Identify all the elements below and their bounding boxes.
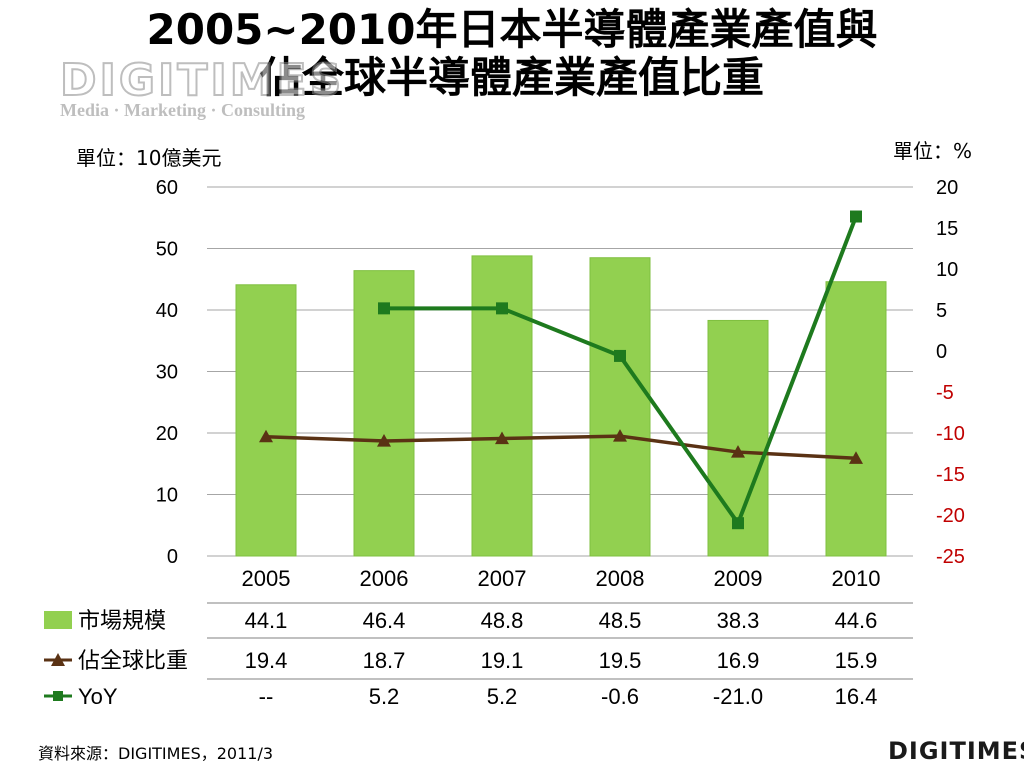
table-value: 19.4 bbox=[245, 648, 288, 673]
bar bbox=[589, 257, 651, 557]
share-marker bbox=[377, 433, 391, 447]
share-marker bbox=[731, 445, 745, 458]
left-tick-label: 60 bbox=[156, 177, 178, 199]
table-value: 46.4 bbox=[363, 608, 406, 633]
share-marker bbox=[849, 451, 863, 464]
chart-title-line-2: 佔全球半導體產業產值比重 bbox=[259, 53, 764, 102]
table-value: -0.6 bbox=[601, 684, 639, 709]
yoy-marker bbox=[378, 302, 390, 315]
legend-label: 佔全球比重 bbox=[78, 648, 188, 673]
table-value: 5.2 bbox=[369, 684, 400, 709]
watermark-logo: DIGITIMES bbox=[59, 55, 345, 106]
legend-label: YoY bbox=[78, 684, 118, 709]
table-value: -- bbox=[259, 684, 274, 709]
left-axis-unit: 單位：10億美元 bbox=[76, 146, 222, 170]
legend-label: 市場規模 bbox=[78, 608, 166, 633]
brand-logo: DIGITIMES bbox=[888, 737, 1024, 765]
table-value: 44.6 bbox=[835, 608, 878, 633]
right-tick-label: -25 bbox=[936, 546, 965, 568]
share-line bbox=[265, 434, 857, 460]
yoy-marker bbox=[850, 210, 862, 223]
right-axis-unit: 單位：% bbox=[893, 139, 973, 163]
table-value: 5.2 bbox=[487, 684, 518, 709]
category-label: 2006 bbox=[360, 566, 409, 591]
bar bbox=[707, 319, 769, 557]
category-label: 2009 bbox=[714, 566, 763, 591]
left-tick-label: 10 bbox=[156, 485, 178, 507]
share-marker bbox=[613, 429, 627, 442]
category-label: 2005 bbox=[242, 566, 291, 591]
table-value: -21.0 bbox=[713, 684, 763, 709]
bar bbox=[825, 281, 887, 557]
table-value: 44.1 bbox=[245, 608, 288, 633]
legend-key-bar bbox=[44, 611, 72, 629]
right-tick-label: 10 bbox=[936, 259, 958, 281]
bar bbox=[471, 255, 533, 557]
chart-title-line-1: 2005~2010年日本半導體產業產值與 bbox=[146, 5, 878, 54]
right-tick-label: 15 bbox=[936, 218, 958, 240]
bar bbox=[353, 270, 415, 557]
table-value: 15.9 bbox=[835, 648, 878, 673]
source-note: 資料來源：DIGITIMES，2011/3 bbox=[38, 744, 274, 763]
table-value: 16.9 bbox=[717, 648, 760, 673]
left-tick-label: 40 bbox=[156, 300, 178, 322]
right-tick-label: -15 bbox=[936, 464, 965, 486]
legend-marker-share bbox=[51, 653, 65, 666]
yoy-marker bbox=[496, 302, 508, 315]
left-tick-label: 30 bbox=[156, 362, 178, 384]
right-tick-label: 20 bbox=[936, 177, 958, 199]
category-label: 2008 bbox=[596, 566, 645, 591]
chart-title: 2005~2010年日本半導體產業產值與 佔全球半導體產業產值比重 bbox=[0, 6, 1024, 102]
right-tick-label: -5 bbox=[936, 382, 954, 404]
right-tick-label: -10 bbox=[936, 423, 965, 445]
share-marker bbox=[259, 429, 273, 443]
left-tick-label: 0 bbox=[167, 546, 178, 568]
yoy-marker bbox=[614, 349, 626, 362]
share-marker bbox=[495, 431, 509, 445]
right-tick-label: 0 bbox=[936, 341, 947, 363]
table-value: 19.1 bbox=[481, 648, 524, 673]
category-label: 2010 bbox=[832, 566, 881, 591]
right-tick-label: -20 bbox=[936, 505, 965, 527]
watermark-tagline: Media · Marketing · Consulting bbox=[60, 100, 306, 120]
yoy-marker bbox=[732, 517, 744, 530]
table-value: 18.7 bbox=[363, 648, 406, 673]
category-label: 2007 bbox=[478, 566, 527, 591]
table-value: 48.8 bbox=[481, 608, 524, 633]
bar bbox=[235, 284, 297, 557]
left-tick-label: 20 bbox=[156, 423, 178, 445]
right-tick-label: 5 bbox=[936, 300, 947, 322]
table-value: 16.4 bbox=[835, 684, 878, 709]
legend-marker-yoy bbox=[53, 691, 63, 701]
table-value: 38.3 bbox=[717, 608, 760, 633]
table-value: 48.5 bbox=[599, 608, 642, 633]
digitimes-watermark: DIGITIMES Media · Marketing · Consulting bbox=[59, 55, 345, 121]
table-value: 19.5 bbox=[599, 648, 642, 673]
left-tick-label: 50 bbox=[156, 239, 178, 261]
